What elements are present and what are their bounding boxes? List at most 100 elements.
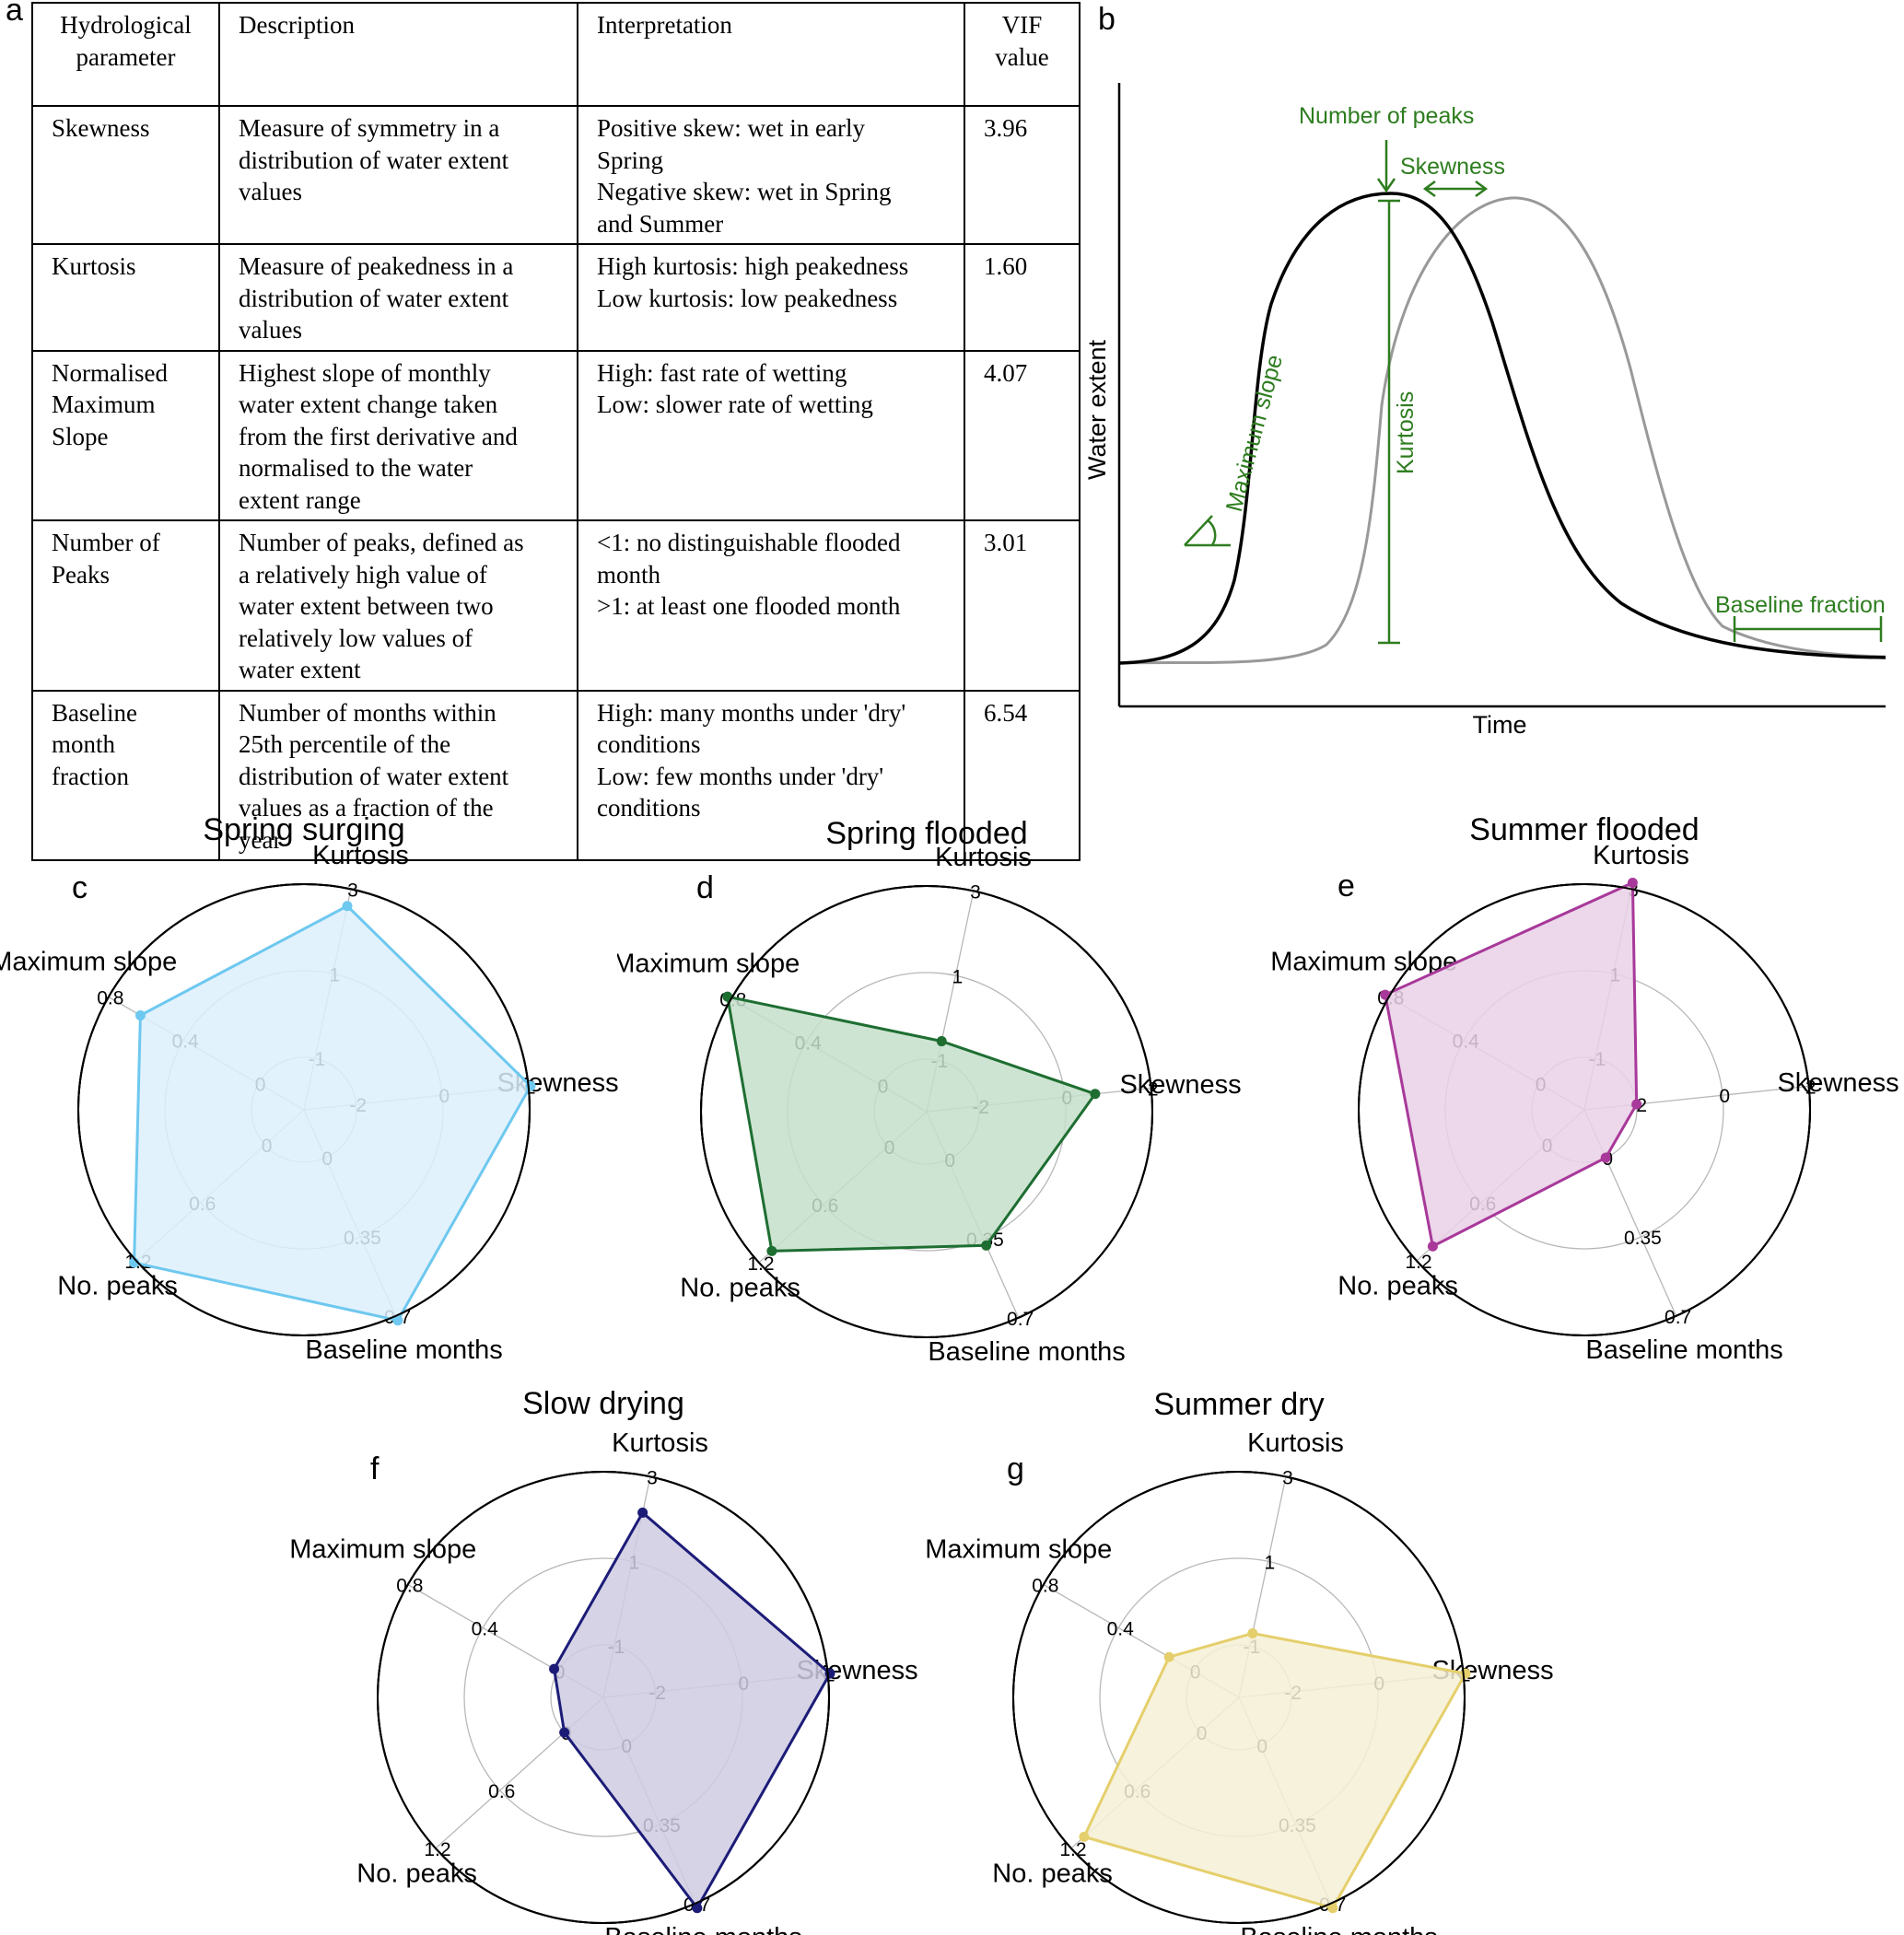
parameter-cell-line: Maximum	[52, 390, 156, 418]
radar-tick-label: 1	[1265, 1552, 1276, 1573]
radar-outer-circle	[1358, 883, 1811, 1336]
radar-data-point	[559, 1727, 570, 1738]
radar-series-area	[553, 1510, 832, 1911]
annotation-skewness: Skewness	[1400, 154, 1505, 180]
description-cell-line: Measure of symmetry in a	[239, 114, 500, 142]
table-header-cell-line: Interpretation	[597, 11, 732, 39]
description-cell-line: distribution of water extent	[239, 762, 509, 790]
panel-label-g: g	[1007, 1451, 1024, 1486]
schematic-x-label: Time	[1473, 711, 1527, 739]
description-cell-line: water extent change taken	[239, 390, 498, 418]
radar-data-point	[1427, 1241, 1438, 1252]
description-cell-line: distribution of water extent	[239, 146, 509, 174]
table-row: Baseline month fraction Number of months wi…	[31, 689, 1080, 861]
table-row: Skewness Measure of symmetry in a distribu…	[31, 105, 1080, 245]
radar-data-point	[692, 1903, 703, 1914]
radar-data-point	[1600, 1152, 1611, 1163]
radar-data-point	[1163, 1651, 1174, 1662]
radar-tick-label: 0.8	[1032, 1576, 1058, 1597]
radar-axis-label: Skewness	[1119, 1070, 1241, 1100]
table-row: Normalised Maximum Slope Highest slope of m…	[31, 349, 1080, 521]
radar-data-point	[1327, 1903, 1338, 1914]
radar-axis-label: Maximum slope	[925, 1535, 1112, 1565]
radar-data-point	[1627, 877, 1638, 888]
table-header-row: Hydrological parameter Description Interpre…	[31, 2, 1080, 107]
description-cell-line: a relatively high value of	[239, 560, 487, 589]
description-cell-line: 25th percentile of the	[239, 730, 451, 758]
radar-axis-label: Baseline months	[604, 1923, 801, 1935]
annotation-baseline-fraction: Baseline fraction	[1715, 592, 1886, 618]
shifted-hydrograph-curve	[1118, 196, 1886, 665]
radar-tick-label: 0.8	[396, 1576, 423, 1597]
interpretation-cell: High kurtosis: high peakedness Low kurtos…	[577, 243, 965, 352]
radar-tick-label: 3	[647, 1467, 658, 1488]
radar-data-point	[637, 1507, 648, 1518]
radar-title: Slow drying	[522, 1386, 684, 1421]
radar-axis-label: Kurtosis	[612, 1428, 708, 1458]
radar-axis-label: Kurtosis	[1247, 1428, 1344, 1458]
vif-cell: 3.96	[964, 105, 1080, 245]
table-header-cell-line: parameter	[76, 42, 176, 71]
radar-tick-label: 0.35	[1624, 1228, 1662, 1249]
radar-tick-label: 0.8	[97, 988, 123, 1009]
radar-tick-label: 0.6	[488, 1781, 515, 1802]
interpretation-cell-line: Positive skew: wet in early	[597, 114, 865, 142]
parameter-cell-line: Number of	[52, 529, 160, 556]
vif-cell: 6.54	[964, 689, 1080, 861]
description-cell: Number of peaks, defined as a relatively …	[218, 519, 578, 692]
interpretation-cell-line: month	[597, 560, 661, 589]
radar-data-point	[134, 1009, 146, 1020]
radar-axis-label: Maximum slope	[289, 1535, 476, 1565]
description-cell-line: distribution of water extent	[239, 284, 509, 312]
radar-title: Spring surging	[203, 812, 404, 847]
radar-series-area	[1081, 1631, 1468, 1910]
interpretation-cell-line: >1: at least one flooded month	[597, 592, 901, 620]
panel-label-c: c	[72, 870, 88, 905]
radar-data-point	[392, 1315, 403, 1326]
parameter-cell: Kurtosis	[31, 243, 220, 352]
parameter-cell-line: Kurtosis	[52, 252, 136, 280]
description-cell-line: normalised to the water	[239, 454, 473, 482]
interpretation-cell-line: <1: no distinguishable flooded	[597, 529, 901, 556]
description-cell: Highest slope of monthly water extent cha…	[218, 349, 578, 521]
vif-cell: 1.60	[964, 243, 1080, 352]
table-header-cell: VIF value	[964, 2, 1080, 107]
radar-axis-label: Maximum slope	[0, 948, 177, 977]
table-header-cell-line: Hydrological	[60, 11, 192, 39]
radar-axis-label: Maximum slope	[1270, 948, 1457, 977]
radar-axis-label: Skewness	[1777, 1068, 1898, 1098]
description-cell-line: values	[239, 316, 302, 344]
radar-chart-spring-flooded: Spring flooded-113Kurtosis00.40.8Maximum…	[617, 816, 1242, 1363]
description-cell: Measure of symmetry in a distribution of …	[218, 105, 578, 245]
parameter-cell: Skewness	[31, 105, 220, 245]
radar-data-point	[824, 1668, 835, 1679]
table-header-cell-line: Description	[239, 11, 355, 39]
radar-axis-label: No. peaks	[680, 1274, 800, 1303]
parameter-cell-line: Slope	[52, 422, 109, 450]
radar-outer-circle	[377, 1471, 830, 1924]
description-cell-line: values as a fraction of the	[239, 794, 494, 822]
interpretation-cell-line: High: fast rate of wetting	[597, 358, 847, 387]
radar-title: Summer flooded	[1469, 812, 1699, 847]
radar-outer-circle	[700, 885, 1153, 1338]
radar-data-point	[525, 1080, 536, 1091]
radar-axis-label: Kurtosis	[935, 843, 1032, 872]
parameter-cell-line: Peaks	[52, 560, 110, 589]
radar-axis-label: Kurtosis	[312, 841, 409, 870]
radar-series-area	[133, 903, 532, 1323]
radar-outer-circle	[1012, 1471, 1466, 1924]
interpretation-cell-line: and Summer	[597, 209, 724, 238]
primary-hydrograph-curve	[1118, 192, 1886, 665]
radar-axis-label: No. peaks	[1337, 1272, 1458, 1301]
interpretation-cell-line: High kurtosis: high peakedness	[597, 252, 909, 280]
panel-label-f: f	[370, 1451, 380, 1486]
parameter-cell: Number of Peaks	[31, 519, 220, 692]
parameters-table: Hydrological parameter Description Interpre…	[31, 2, 1080, 861]
interpretation-cell: High: many months under 'dry' conditions L…	[577, 689, 965, 861]
radar-tick-label: 0.4	[1107, 1619, 1135, 1640]
interpretation-cell-line: Low: slower rate of wetting	[597, 390, 873, 418]
interpretation-cell-line: conditions	[597, 730, 701, 758]
description-cell-line: from the first derivative and	[239, 422, 518, 450]
interpretation-cell-line: High: many months under 'dry'	[597, 698, 906, 727]
